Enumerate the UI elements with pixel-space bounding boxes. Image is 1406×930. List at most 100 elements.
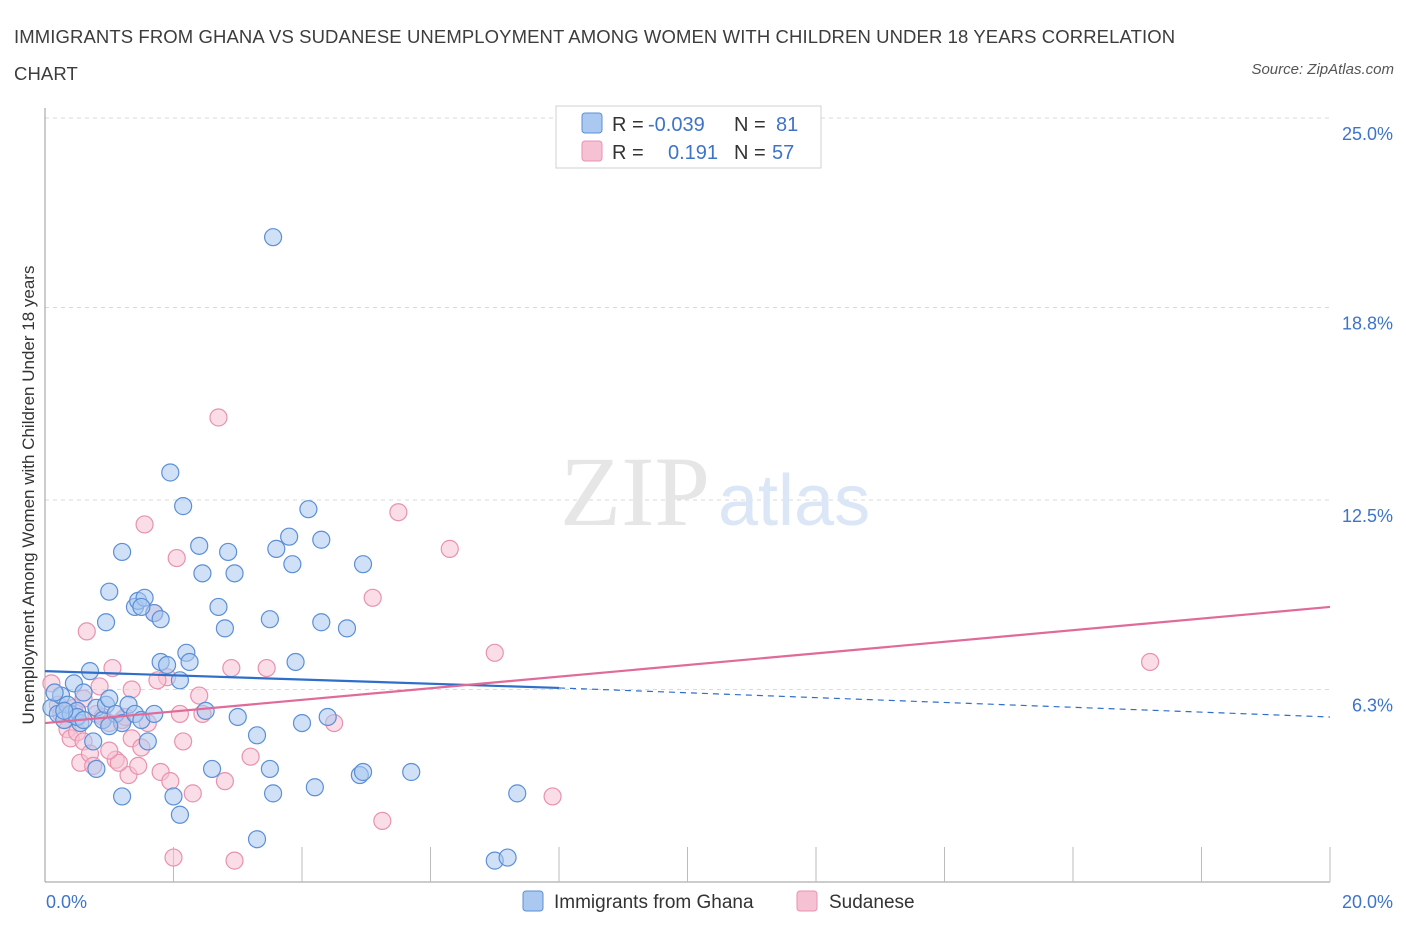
ghana-trend-line xyxy=(44,670,560,690)
ghana-point xyxy=(138,732,157,751)
ghana-point xyxy=(247,726,267,745)
sudanese-point xyxy=(135,515,154,534)
ghana-point xyxy=(112,787,132,806)
ghana-point xyxy=(45,683,64,702)
legend-ghana-label: Immigrants from Ghana xyxy=(554,892,754,913)
ghana-point xyxy=(80,662,100,681)
sudanese-r-label: R = xyxy=(612,142,644,164)
sudanese-point xyxy=(161,772,180,791)
sudanese-point xyxy=(209,408,228,427)
legend: Immigrants from Ghana Sudanese xyxy=(522,890,915,913)
ghana-point xyxy=(196,701,215,720)
ghana-point xyxy=(87,759,106,779)
ghana-point xyxy=(161,463,180,482)
ghana-point xyxy=(508,784,527,803)
watermark-zip: ZIP xyxy=(560,436,710,547)
sudanese-point xyxy=(174,732,193,751)
y-tick-label: 12.5% xyxy=(1342,506,1393,526)
stats-box: R = -0.039 N = 81 R = 0.191 N = 57 xyxy=(555,105,822,169)
x-tick-label: 0.0% xyxy=(46,892,87,912)
ghana-n-label: N = xyxy=(734,114,766,136)
sudanese-point xyxy=(222,658,241,678)
ghana-point xyxy=(286,652,305,672)
sudanese-point xyxy=(109,753,128,772)
ghana-point xyxy=(283,555,302,574)
ghana-n-value: 81 xyxy=(776,114,798,136)
sudanese-swatch-stats xyxy=(581,140,603,162)
source-label: Source: ZipAtlas.com xyxy=(1251,61,1394,78)
ghana-swatch-stats xyxy=(581,112,603,134)
sudanese-point xyxy=(170,704,190,724)
trend-lines xyxy=(44,605,1331,725)
ghana-point xyxy=(353,762,373,782)
ghana-point xyxy=(263,228,283,247)
sudanese-point xyxy=(100,741,119,760)
ghana-point xyxy=(96,613,116,632)
ghana-point xyxy=(174,497,193,516)
ghana-point xyxy=(219,542,238,562)
ghana-point xyxy=(84,732,103,751)
sudanese-point xyxy=(164,848,183,867)
ghana-point xyxy=(193,564,212,583)
ghana-point xyxy=(260,610,279,629)
sudanese-point xyxy=(389,503,408,522)
ghana-point xyxy=(247,830,267,849)
ghana-point xyxy=(228,707,247,727)
sudanese-point xyxy=(167,548,186,568)
y-tick-label: 25.0% xyxy=(1342,124,1393,144)
ghana-point xyxy=(353,555,373,574)
ghana-point xyxy=(337,619,357,638)
sudanese-point xyxy=(190,686,209,705)
ghana-point xyxy=(498,848,517,867)
ghana-point xyxy=(202,759,222,779)
sudanese-point xyxy=(90,677,109,696)
ghana-point xyxy=(209,597,228,617)
ghana-point xyxy=(312,613,331,632)
ghana-point xyxy=(100,582,119,601)
ghana-point xyxy=(260,759,279,779)
y-tick-label: 18.8% xyxy=(1342,313,1393,333)
sudanese-point xyxy=(257,658,276,678)
ghana-point xyxy=(318,707,337,727)
ghana-point xyxy=(164,787,183,806)
ghana-r-value: -0.039 xyxy=(648,114,705,136)
sudanese-point xyxy=(1140,652,1160,672)
tick-labels: 6.3% 12.5% 18.8% 25.0% 0.0% 20.0% xyxy=(46,124,1393,912)
legend-ghana-swatch xyxy=(522,890,544,912)
ghana-r-label: R = xyxy=(612,114,644,136)
ghana-point xyxy=(112,542,132,562)
sudanese-point xyxy=(215,772,234,791)
ghana-point xyxy=(100,689,119,708)
chart-title: IMMIGRANTS FROM GHANA VS SUDANESE UNEMPL… xyxy=(14,26,1176,84)
sudanese-point xyxy=(77,622,96,641)
sudanese-point xyxy=(122,680,141,699)
ghana-point xyxy=(55,701,74,720)
sudanese-point xyxy=(129,756,148,775)
ghana-point xyxy=(132,597,151,617)
x-tick-label: 20.0% xyxy=(1342,892,1393,912)
ghana-point xyxy=(74,683,93,702)
y-tick-label: 6.3% xyxy=(1352,695,1393,715)
ghana-point xyxy=(151,610,170,629)
ghana-trend-extension xyxy=(558,687,1331,718)
sudanese-n-label: N = xyxy=(734,142,766,164)
ghana-point xyxy=(225,564,244,583)
sudanese-point xyxy=(440,539,459,558)
ghana-point xyxy=(402,762,421,782)
sudanese-point xyxy=(241,747,260,766)
sudanese-point xyxy=(225,851,244,870)
legend-sudanese-swatch xyxy=(796,890,818,912)
sudanese-point xyxy=(373,811,392,830)
ghana-point xyxy=(157,655,177,675)
ghana-point xyxy=(180,652,199,672)
ghana-point xyxy=(312,530,331,549)
ghana-point xyxy=(215,619,234,638)
gridlines xyxy=(45,117,1330,690)
sudanese-point xyxy=(363,588,382,607)
sudanese-point xyxy=(183,784,202,803)
y-axis-title: Unemployment Among Women with Children U… xyxy=(19,266,38,725)
sudanese-point xyxy=(485,643,504,662)
sudanese-point xyxy=(148,671,167,690)
sudanese-trend-line xyxy=(44,605,1331,725)
